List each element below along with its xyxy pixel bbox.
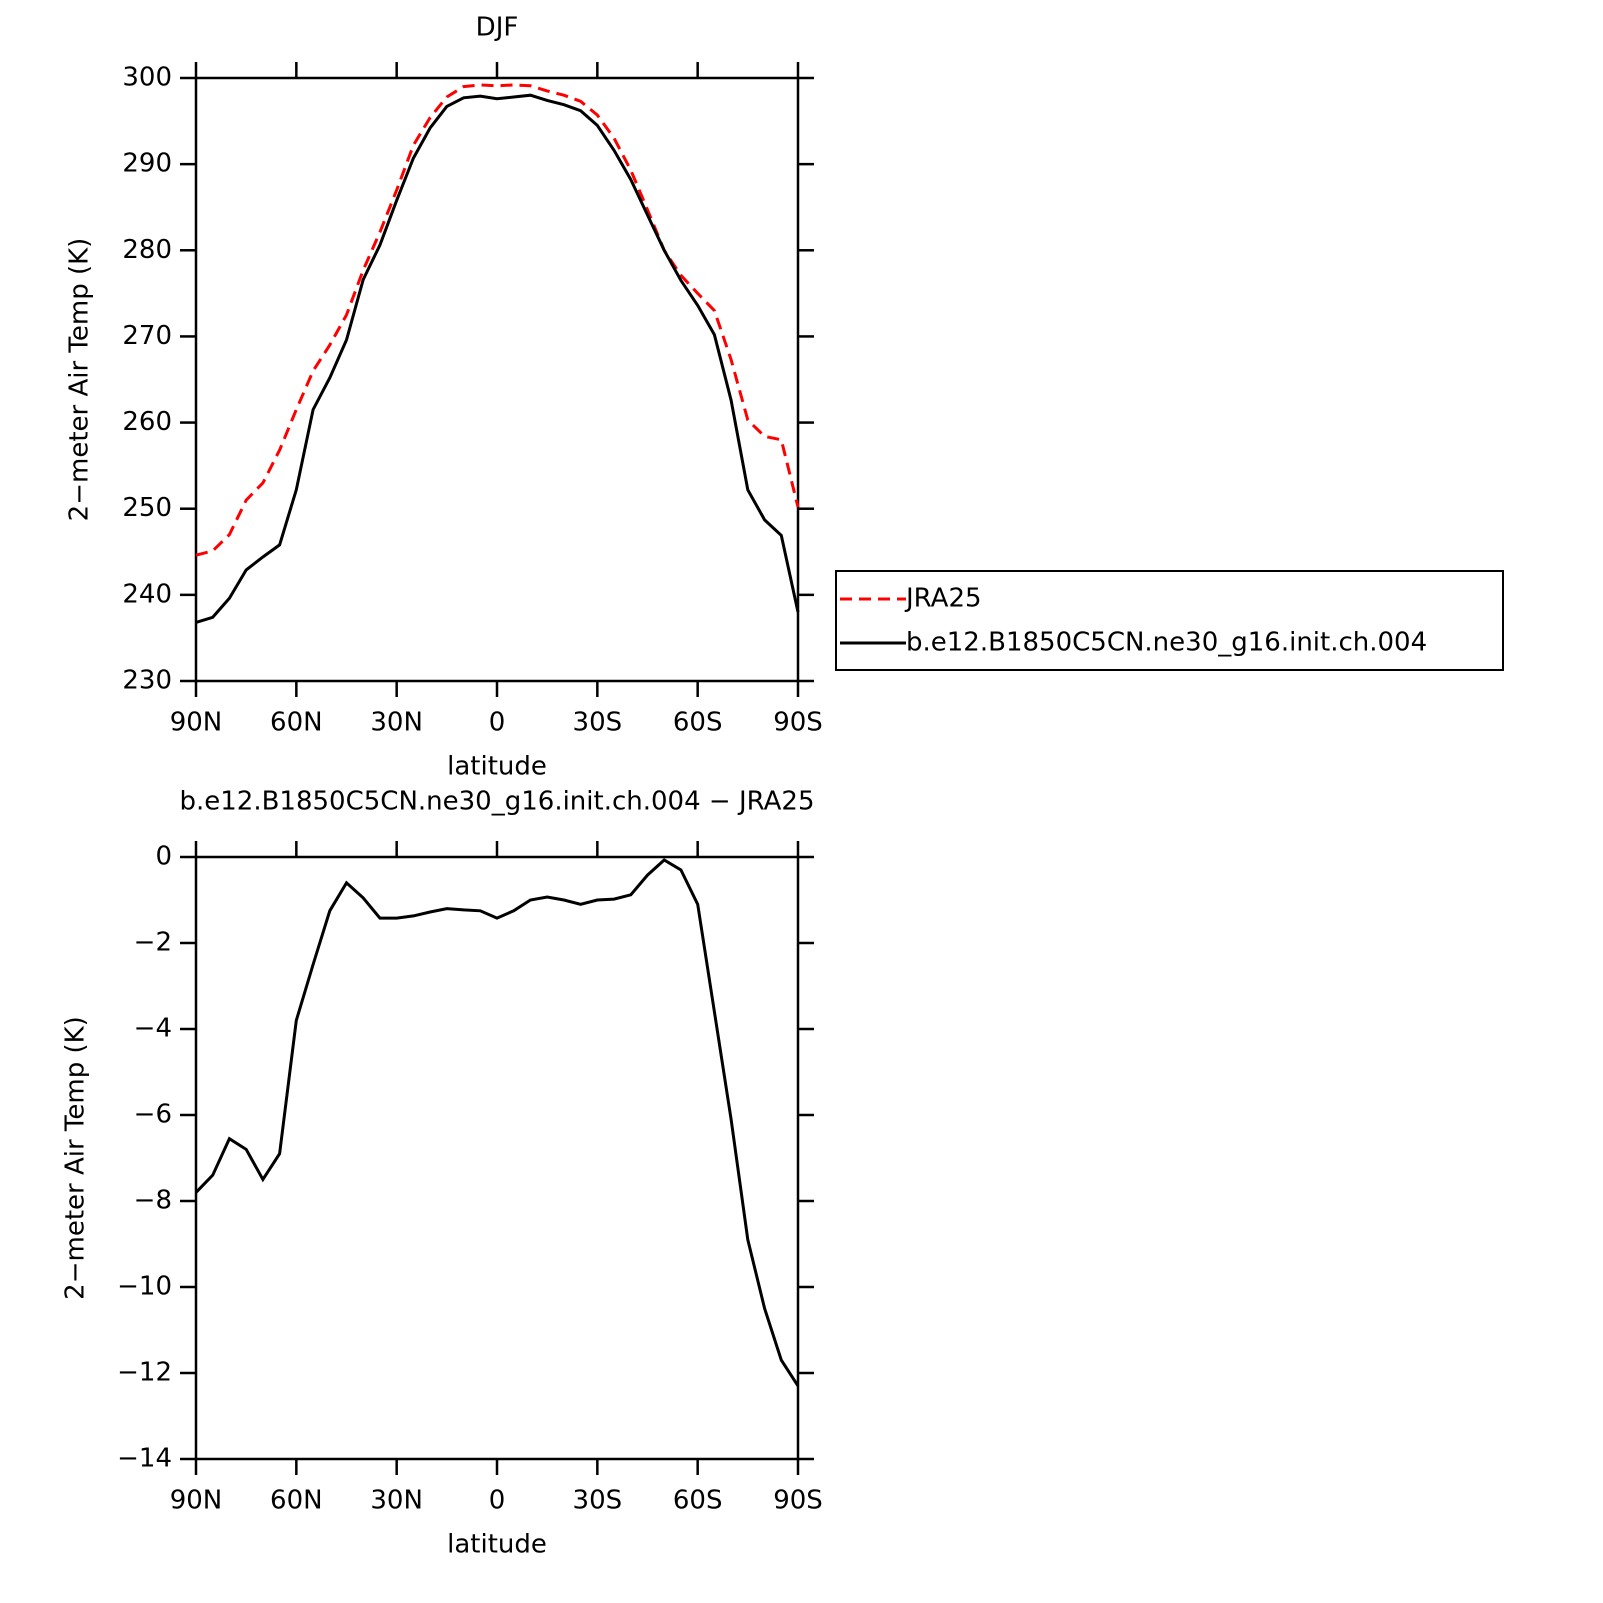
plot-frame [194, 76, 800, 683]
y-tick-label: −2 [134, 928, 172, 958]
x-tick-label: 0 [489, 1486, 506, 1516]
x-tick-label: 60N [270, 708, 323, 738]
y-tick-label: 240 [122, 579, 172, 609]
y-tick-label: −14 [117, 1444, 172, 1474]
y-tick-label: −10 [117, 1272, 172, 1302]
y-tick-label: 280 [122, 235, 172, 265]
x-tick-label: 30N [370, 708, 423, 738]
x-tick-label: 60S [673, 1486, 723, 1516]
data-line [195, 93, 800, 624]
y-tick-label: −6 [134, 1100, 172, 1130]
y-tick-label: 260 [122, 407, 172, 437]
x-tick-label: 30N [370, 1486, 423, 1516]
x-tick-label: 90S [773, 708, 823, 738]
x-axis-label: latitude [447, 1530, 547, 1560]
y-tick-label: −8 [134, 1186, 172, 1216]
x-tick-label: 30S [573, 1486, 623, 1516]
x-tick-label: 90S [773, 1486, 823, 1516]
legend-label: b.e12.B1850C5CN.ne30_g16.init.ch.004 [906, 628, 1427, 658]
y-tick-label: 0 [155, 842, 172, 872]
y-axis-label: 2−meter Air Temp (K) [65, 238, 95, 522]
x-tick-label: 0 [489, 708, 506, 738]
y-tick-label: 250 [122, 493, 172, 523]
x-tick-label: 60S [673, 708, 723, 738]
x-tick-label: 90N [170, 708, 223, 738]
x-tick-label: 90N [170, 1486, 223, 1516]
chart-title: b.e12.B1850C5CN.ne30_g16.init.ch.004 − J… [179, 787, 814, 817]
x-axis-label: latitude [447, 752, 547, 782]
legend-box [835, 570, 1504, 671]
x-tick-label: 30S [573, 708, 623, 738]
chart-title: DJF [476, 13, 519, 43]
x-tick-label: 60N [270, 1486, 323, 1516]
data-line [194, 858, 800, 1387]
plot-frame [194, 855, 800, 1461]
y-tick-label: −4 [134, 1014, 172, 1044]
y-tick-label: −12 [117, 1358, 172, 1388]
y-tick-label: 290 [122, 149, 172, 179]
data-line [195, 83, 800, 557]
y-tick-label: 230 [122, 666, 172, 696]
y-axis-label: 2−meter Air Temp (K) [61, 1016, 91, 1300]
legend-label: JRA25 [904, 584, 982, 614]
y-tick-label: 270 [122, 321, 172, 351]
y-tick-label: 300 [122, 63, 172, 93]
